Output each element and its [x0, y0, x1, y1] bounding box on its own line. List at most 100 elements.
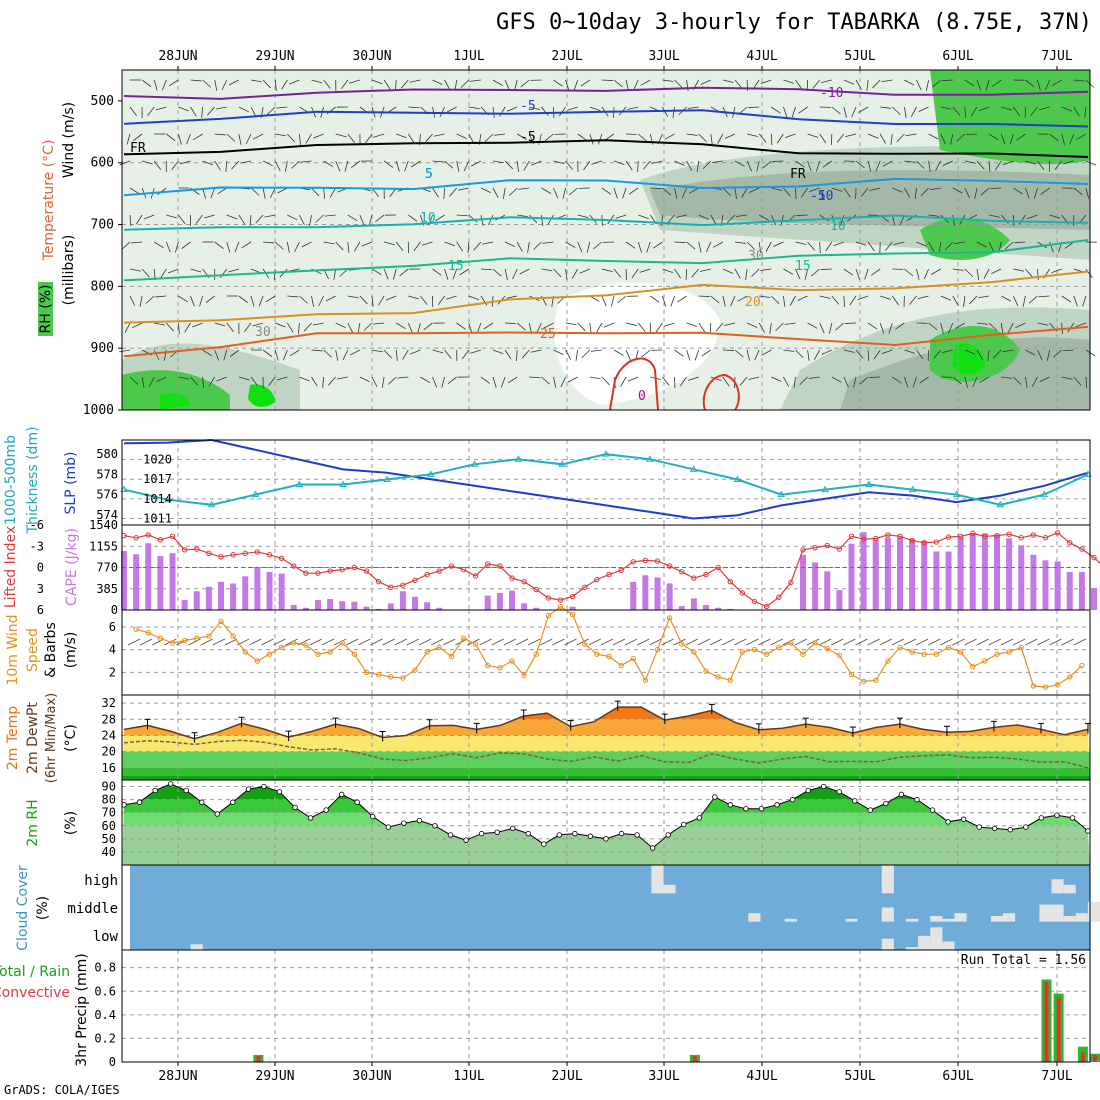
- wind-speed-point: [1030, 683, 1037, 689]
- ua-wind-barb: [736, 214, 748, 217]
- ua-wind-barb: [533, 241, 542, 250]
- precip-convective-bar: [1080, 1052, 1085, 1062]
- ua-wind-barb: [1075, 322, 1087, 328]
- ua-wind-barb: [294, 241, 300, 253]
- ua-wind-barb: [1012, 106, 1021, 117]
- ua-wind-barb: [573, 79, 579, 91]
- ua-ytick-label: 900: [91, 341, 114, 356]
- ua-wind-barb: [772, 160, 784, 162]
- precip-convective-bar: [1056, 997, 1061, 1062]
- ua-wind-barb: [601, 295, 607, 307]
- ua-wind-barb: [275, 133, 287, 137]
- li-point: [630, 559, 636, 565]
- wind-speed-point: [181, 637, 188, 644]
- ua-wind-barb: [178, 295, 188, 303]
- ua-wind-barb: [240, 160, 252, 164]
- ua-wind-barb: [1025, 349, 1036, 356]
- ua-wind-barb: [674, 241, 686, 243]
- ua-wind-barb: [783, 79, 794, 84]
- ua-wind-barb: [637, 160, 639, 173]
- thickness-point: [163, 495, 172, 503]
- ua-wind-barb: [214, 160, 221, 171]
- ua-wind-barb: [516, 241, 523, 252]
- ua-wind-barb: [1033, 187, 1038, 199]
- ua-wind-barb: [276, 106, 288, 109]
- rh-point: [183, 787, 189, 794]
- ua-wind-barb: [717, 133, 724, 144]
- ua-wind-barb: [299, 214, 305, 225]
- ua-wind-barb: [1069, 133, 1075, 145]
- wind-barb: [443, 638, 456, 646]
- wind-speed-point: [266, 651, 273, 657]
- ua-wind-barb: [565, 322, 577, 326]
- temp-axis-label: 2m Temp: [5, 706, 21, 770]
- ua-wind-barb: [734, 268, 741, 279]
- ua-wind-barb: [541, 376, 550, 385]
- li-ytick-label: 0: [37, 561, 44, 575]
- ua-ytick-label: 1000: [83, 403, 114, 418]
- ua-wind-barb: [873, 349, 881, 360]
- thickness-point: [1040, 490, 1049, 498]
- ua-wind-barb: [918, 106, 929, 113]
- ua-wind-barb: [446, 295, 457, 300]
- wind-barb: [249, 638, 262, 646]
- wind-speed-point: [921, 651, 927, 657]
- ua-wind-barb: [265, 295, 276, 303]
- ua-wind-barb: [928, 214, 940, 217]
- ua-wind-barb: [904, 106, 907, 118]
- temp-line: [123, 706, 1089, 740]
- ua-wind-barb: [506, 106, 518, 112]
- ua-wind-barb: [468, 295, 480, 301]
- ua-wind-barb: [553, 376, 557, 388]
- ua-wind-barb: [722, 268, 734, 274]
- li-point: [776, 594, 782, 600]
- ua-wind-barb: [795, 160, 805, 168]
- precip-convective-bar: [256, 1056, 261, 1062]
- cape-bar: [496, 592, 503, 610]
- cloud-cell: [663, 884, 676, 894]
- ua-wind-barb: [628, 187, 639, 195]
- ua-wind-barb: [1013, 187, 1023, 195]
- wind-barb: [649, 638, 662, 646]
- ua-wind-barb: [637, 133, 647, 142]
- ua-wind-barb: [277, 187, 288, 194]
- li-point: [351, 564, 358, 571]
- cape-bar: [193, 591, 200, 610]
- ua-wind-barb: [724, 133, 736, 139]
- ua-wind-barb: [519, 268, 530, 275]
- ua-wind-barb: [1037, 268, 1039, 281]
- wind-barb: [758, 638, 771, 646]
- ua-wind-barb: [407, 133, 415, 144]
- ua-wind-barb: [840, 214, 845, 226]
- ua-wind-barb: [831, 214, 836, 226]
- rh-point: [167, 781, 174, 787]
- ua-wind-barb: [577, 214, 589, 219]
- ua-wind-barb: [879, 133, 887, 144]
- ua-wind-barb: [221, 79, 228, 91]
- wind-barb: [709, 638, 723, 646]
- ua-wind-barb: [726, 214, 736, 224]
- ua-wind-barb: [888, 322, 893, 334]
- ua-humidity-blob: [248, 384, 275, 407]
- rh-point: [276, 789, 283, 795]
- cape-bar: [812, 562, 819, 610]
- ua-wind-barb: [523, 160, 530, 171]
- temp-axis-label-2: 2m DewPt: [25, 702, 41, 774]
- wind-barb: [940, 638, 953, 646]
- ua-wind-barb: [1037, 79, 1041, 91]
- wind-barb: [770, 638, 783, 646]
- wind-speed-point: [1067, 674, 1073, 680]
- ua-axis-label-wind: Wind (m/s): [61, 102, 77, 178]
- wind-barb: [612, 638, 626, 646]
- ua-wind-barb: [627, 376, 639, 382]
- ua-wind-barb: [637, 241, 642, 253]
- ua-wind-barb: [1061, 133, 1065, 145]
- wind-speed-point: [666, 615, 673, 621]
- ua-wind-barb: [153, 241, 164, 249]
- wind-barb: [624, 638, 638, 646]
- ua-wind-barb: [129, 214, 132, 226]
- wind-speed-point: [424, 649, 430, 655]
- cape-bar: [666, 583, 673, 610]
- wind-barb: [867, 638, 880, 646]
- wind-speed-point: [242, 649, 248, 655]
